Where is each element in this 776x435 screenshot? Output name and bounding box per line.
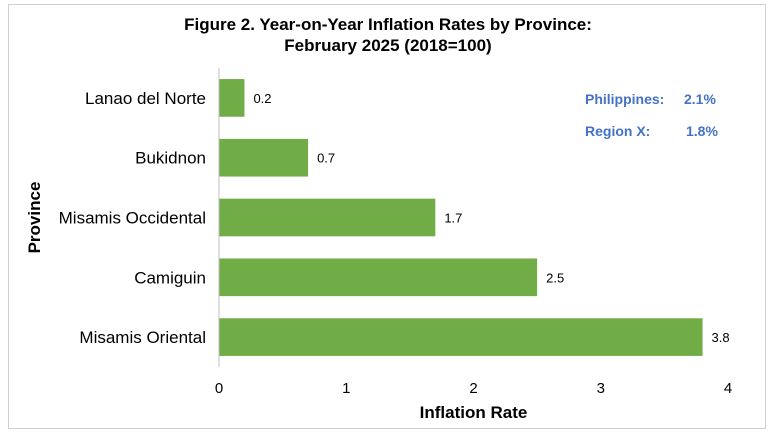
note-region-x-value: 1.8%: [686, 123, 718, 139]
note-philippines-label: Philippines:: [585, 91, 664, 107]
y-axis-title: Province: [25, 182, 44, 254]
chart-title-line2: February 2025 (2018=100): [284, 36, 492, 55]
category-label-lanao-del-norte: Lanao del Norte: [85, 89, 206, 108]
data-label-misamis-occidental: 1.7: [444, 211, 462, 226]
chart-title: Figure 2. Year-on-Year Inflation Rates b…: [0, 14, 776, 56]
x-axis-title: Inflation Rate: [420, 403, 528, 422]
category-label-misamis-oriental: Misamis Oriental: [79, 328, 206, 347]
x-tick-label-1: 1: [342, 380, 350, 397]
summary-notes: Philippines: 2.1% Region X: 1.8%: [585, 91, 718, 139]
category-labels: Lanao del Norte Bukidnon Misamis Occidenta…: [59, 89, 206, 347]
x-tick-label-2: 2: [469, 380, 477, 397]
category-label-bukidnon: Bukidnon: [135, 149, 206, 168]
data-labels: 0.2 0.7 1.7 2.5 3.8: [253, 91, 729, 345]
note-region-x-label: Region X:: [585, 123, 650, 139]
x-tick-label-4: 4: [724, 380, 732, 397]
x-tick-label-0: 0: [215, 380, 223, 397]
note-philippines-value: 2.1%: [684, 91, 716, 107]
bars-group: [219, 79, 703, 356]
category-label-camiguin: Camiguin: [134, 268, 206, 287]
data-label-camiguin: 2.5: [546, 270, 564, 285]
bar-bukidnon: [219, 138, 309, 177]
bar-lanao-del-norte: [219, 79, 245, 117]
x-tick-labels: 0 1 2 3 4: [215, 380, 732, 397]
chart-title-line1: Figure 2. Year-on-Year Inflation Rates b…: [184, 15, 592, 34]
data-label-bukidnon: 0.7: [317, 151, 335, 166]
data-label-misamis-oriental: 3.8: [712, 330, 730, 345]
bar-misamis-occidental: [219, 198, 436, 237]
category-label-misamis-occidental: Misamis Occidental: [59, 209, 206, 228]
x-tick-label-3: 3: [597, 380, 605, 397]
bar-camiguin: [219, 258, 538, 297]
bar-misamis-oriental: [219, 318, 703, 356]
data-label-lanao-del-norte: 0.2: [253, 91, 271, 106]
